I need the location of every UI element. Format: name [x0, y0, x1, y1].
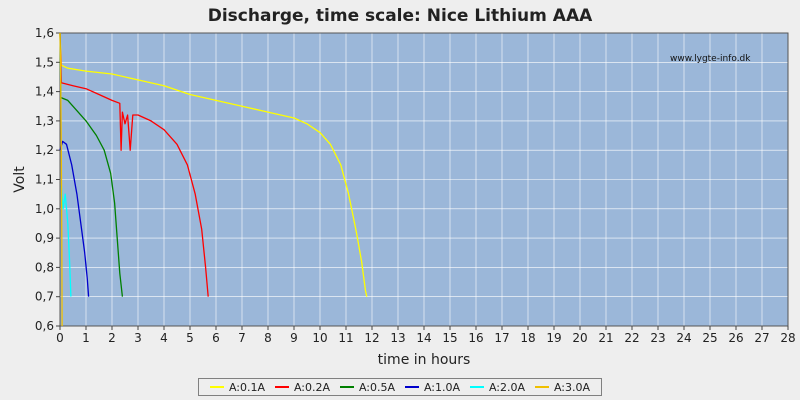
x-tick-label: 15: [442, 331, 457, 345]
x-tick-label: 2: [108, 331, 116, 345]
legend-label: A:0.2A: [293, 380, 331, 394]
x-tick-label: 21: [598, 331, 613, 345]
series-line: [59, 32, 368, 297]
y-tick-label: 1,1: [35, 173, 54, 187]
y-tick-label: 0,6: [35, 319, 54, 333]
legend-item: A:1.0A: [404, 380, 461, 394]
legend-label: A:0.1A: [228, 380, 266, 394]
x-axis-label: time in hours: [378, 352, 471, 368]
x-tick-label: 6: [212, 331, 220, 345]
legend-item: A:0.2A: [274, 380, 331, 394]
x-tick-label: 22: [624, 331, 639, 345]
legend-label: A:3.0A: [553, 380, 591, 394]
legend-swatch: [209, 386, 224, 388]
y-tick-label: 0,8: [35, 260, 54, 274]
x-tick-label: 25: [702, 331, 717, 345]
x-tick-label: 9: [290, 331, 298, 345]
legend-swatch: [469, 386, 484, 388]
x-tick-label: 0: [56, 331, 64, 345]
y-tick-label: 1,5: [35, 55, 54, 69]
legend-item: A:2.0A: [469, 380, 526, 394]
y-axis-label: Volt: [12, 166, 28, 193]
x-tick-label: 28: [780, 331, 795, 345]
watermark: www.lygte-info.dk: [670, 54, 751, 64]
x-tick-label: 5: [186, 331, 194, 345]
x-tick-label: 3: [134, 331, 142, 345]
x-tick-label: 24: [676, 331, 691, 345]
legend-swatch: [404, 386, 419, 388]
x-tick-label: 18: [520, 331, 535, 345]
legend-item: A:0.5A: [339, 380, 396, 394]
x-tick-label: 16: [468, 331, 483, 345]
y-tick-label: 0,7: [35, 290, 54, 304]
series-line: [59, 140, 90, 297]
legend-item: A:0.1A: [209, 380, 266, 394]
legend-label: A:0.5A: [358, 380, 396, 394]
legend-swatch: [534, 386, 549, 388]
x-tick-label: 13: [390, 331, 405, 345]
legend-label: A:1.0A: [423, 380, 461, 394]
y-tick-label: 1,2: [35, 143, 54, 157]
series-line: [59, 32, 124, 297]
x-tick-label: 10: [312, 331, 327, 345]
series-line: [59, 32, 63, 327]
x-tick-label: 7: [238, 331, 246, 345]
legend-item: A:3.0A: [534, 380, 591, 394]
y-tick-label: 0,9: [35, 231, 54, 245]
x-tick-label: 20: [572, 331, 587, 345]
x-tick-label: 11: [338, 331, 353, 345]
y-tick-label: 1,0: [35, 202, 54, 216]
legend-label: A:2.0A: [488, 380, 526, 394]
series-line: [59, 32, 209, 297]
x-tick-label: 1: [82, 331, 90, 345]
x-tick-label: 19: [546, 331, 561, 345]
chart-title: Discharge, time scale: Nice Lithium AAA: [207, 6, 593, 26]
y-tick-label: 1,4: [35, 85, 54, 99]
x-tick-label: 23: [650, 331, 665, 345]
x-tick-label: 8: [264, 331, 272, 345]
x-tick-label: 4: [160, 331, 168, 345]
y-tick-label: 1,3: [35, 114, 54, 128]
legend-swatch: [274, 386, 289, 388]
y-tick-label: 1,6: [35, 26, 54, 40]
x-tick-label: 26: [728, 331, 743, 345]
x-tick-label: 12: [364, 331, 379, 345]
x-tick-label: 27: [754, 331, 769, 345]
series-line: [60, 185, 72, 297]
x-tick-label: 17: [494, 331, 509, 345]
legend-swatch: [339, 386, 354, 388]
legend: A:0.1A A:0.2A A:0.5A A:1.0A A:2.0A A:3.0A: [198, 378, 602, 396]
x-tick-label: 14: [416, 331, 431, 345]
